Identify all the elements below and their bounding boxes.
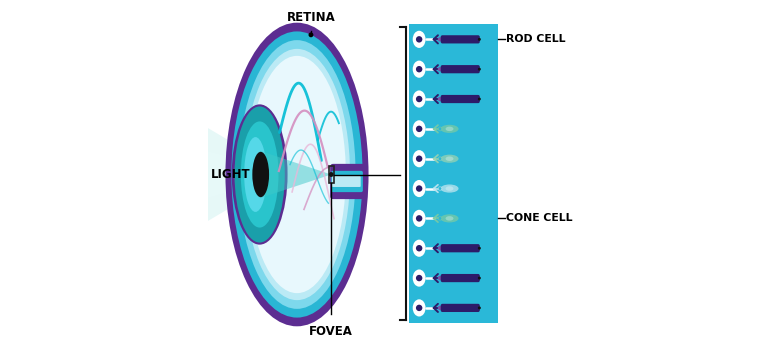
Circle shape bbox=[416, 36, 422, 43]
Ellipse shape bbox=[244, 137, 267, 212]
Ellipse shape bbox=[441, 185, 458, 193]
Circle shape bbox=[439, 128, 441, 130]
Ellipse shape bbox=[441, 125, 458, 133]
Polygon shape bbox=[259, 151, 331, 198]
Bar bbox=[409, 24, 498, 323]
Circle shape bbox=[478, 68, 481, 71]
Circle shape bbox=[439, 217, 441, 220]
Text: LIGHT: LIGHT bbox=[211, 168, 250, 181]
Ellipse shape bbox=[445, 216, 454, 221]
Ellipse shape bbox=[412, 120, 425, 138]
Ellipse shape bbox=[412, 240, 425, 257]
FancyBboxPatch shape bbox=[441, 95, 480, 103]
Circle shape bbox=[478, 247, 481, 250]
Circle shape bbox=[439, 187, 441, 190]
FancyBboxPatch shape bbox=[331, 171, 363, 192]
Circle shape bbox=[438, 97, 442, 101]
Bar bbox=[329, 166, 334, 183]
Ellipse shape bbox=[445, 186, 454, 191]
Ellipse shape bbox=[441, 155, 458, 163]
Ellipse shape bbox=[231, 31, 363, 318]
Text: ROD CELL: ROD CELL bbox=[506, 34, 566, 44]
Circle shape bbox=[416, 185, 422, 192]
Ellipse shape bbox=[412, 269, 425, 287]
Circle shape bbox=[329, 172, 334, 177]
Text: CONE CELL: CONE CELL bbox=[506, 213, 573, 223]
FancyBboxPatch shape bbox=[441, 274, 480, 282]
Ellipse shape bbox=[445, 127, 454, 131]
Polygon shape bbox=[208, 128, 248, 221]
Text: RETINA: RETINA bbox=[287, 12, 335, 24]
Text: FOVEA: FOVEA bbox=[309, 325, 353, 337]
Circle shape bbox=[478, 97, 481, 101]
Circle shape bbox=[416, 305, 422, 311]
Ellipse shape bbox=[412, 61, 425, 78]
Circle shape bbox=[438, 126, 442, 131]
Circle shape bbox=[478, 276, 481, 280]
Circle shape bbox=[416, 66, 422, 72]
FancyBboxPatch shape bbox=[441, 304, 480, 312]
Ellipse shape bbox=[412, 180, 425, 197]
Circle shape bbox=[478, 38, 481, 41]
Circle shape bbox=[438, 276, 442, 280]
Ellipse shape bbox=[226, 23, 369, 326]
Ellipse shape bbox=[232, 104, 288, 245]
Circle shape bbox=[416, 156, 422, 162]
FancyBboxPatch shape bbox=[441, 65, 480, 73]
Ellipse shape bbox=[412, 31, 425, 48]
Ellipse shape bbox=[445, 156, 454, 161]
Circle shape bbox=[308, 32, 314, 37]
Circle shape bbox=[438, 186, 442, 191]
Circle shape bbox=[416, 96, 422, 102]
FancyBboxPatch shape bbox=[441, 244, 480, 252]
Ellipse shape bbox=[412, 150, 425, 167]
Circle shape bbox=[416, 275, 422, 281]
Ellipse shape bbox=[244, 49, 350, 300]
Circle shape bbox=[478, 306, 481, 310]
Circle shape bbox=[416, 126, 422, 132]
Ellipse shape bbox=[412, 90, 425, 107]
Ellipse shape bbox=[412, 299, 425, 317]
Ellipse shape bbox=[252, 152, 269, 197]
Ellipse shape bbox=[248, 56, 346, 293]
FancyBboxPatch shape bbox=[332, 176, 360, 187]
Ellipse shape bbox=[412, 210, 425, 227]
FancyBboxPatch shape bbox=[330, 164, 366, 199]
Circle shape bbox=[438, 37, 442, 42]
Circle shape bbox=[439, 157, 441, 160]
Circle shape bbox=[416, 215, 422, 222]
Circle shape bbox=[438, 67, 442, 71]
Ellipse shape bbox=[235, 106, 285, 243]
Circle shape bbox=[416, 245, 422, 251]
Ellipse shape bbox=[441, 214, 458, 222]
Circle shape bbox=[438, 246, 442, 250]
Ellipse shape bbox=[241, 121, 278, 228]
Circle shape bbox=[438, 306, 442, 310]
Circle shape bbox=[438, 216, 442, 221]
Ellipse shape bbox=[239, 40, 356, 309]
Circle shape bbox=[438, 156, 442, 161]
FancyBboxPatch shape bbox=[441, 35, 480, 44]
Polygon shape bbox=[208, 151, 248, 198]
